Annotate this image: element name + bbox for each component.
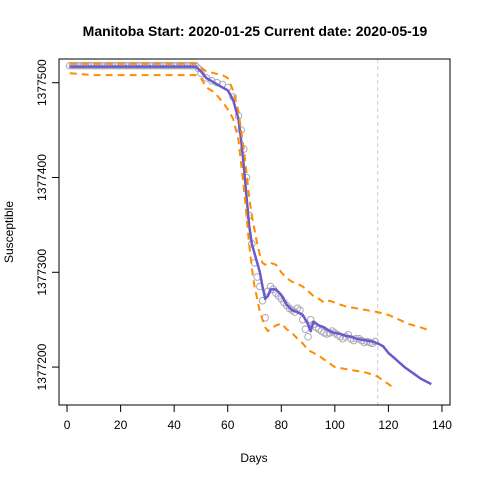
x-tick-label: 40 <box>167 418 181 432</box>
lower-band-line <box>69 72 395 389</box>
x-tick-label: 60 <box>221 418 235 432</box>
y-tick-label: 1377300 <box>35 249 49 296</box>
chart-title: Manitoba Start: 2020-01-25 Current date:… <box>83 23 428 39</box>
x-axis: 0 20 40 60 80 100 120 140 <box>64 405 452 432</box>
y-tick-label: 1377200 <box>35 343 49 390</box>
y-tick-label: 1377500 <box>35 59 49 106</box>
observed-point <box>207 77 216 85</box>
observed-point <box>258 296 267 305</box>
x-tick-label: 80 <box>275 418 289 432</box>
y-axis: 1377200 1377300 1377400 1377500 <box>35 59 59 390</box>
observed-point <box>301 325 310 333</box>
x-tick-label: 100 <box>325 418 345 432</box>
y-axis-label: Susceptible <box>2 201 16 263</box>
y-tick-label: 1377400 <box>35 154 49 201</box>
plot-frame <box>58 58 451 406</box>
fit-line <box>69 65 432 386</box>
upper-band-line <box>69 62 432 333</box>
x-tick-label: 140 <box>432 418 452 432</box>
x-tick-label: 0 <box>64 418 71 432</box>
observed-points <box>65 61 379 348</box>
observed-point <box>304 332 312 341</box>
x-tick-label: 120 <box>378 418 398 432</box>
series-layer <box>65 59 432 405</box>
x-tick-label: 20 <box>114 418 128 432</box>
x-axis-label: Days <box>240 451 267 465</box>
